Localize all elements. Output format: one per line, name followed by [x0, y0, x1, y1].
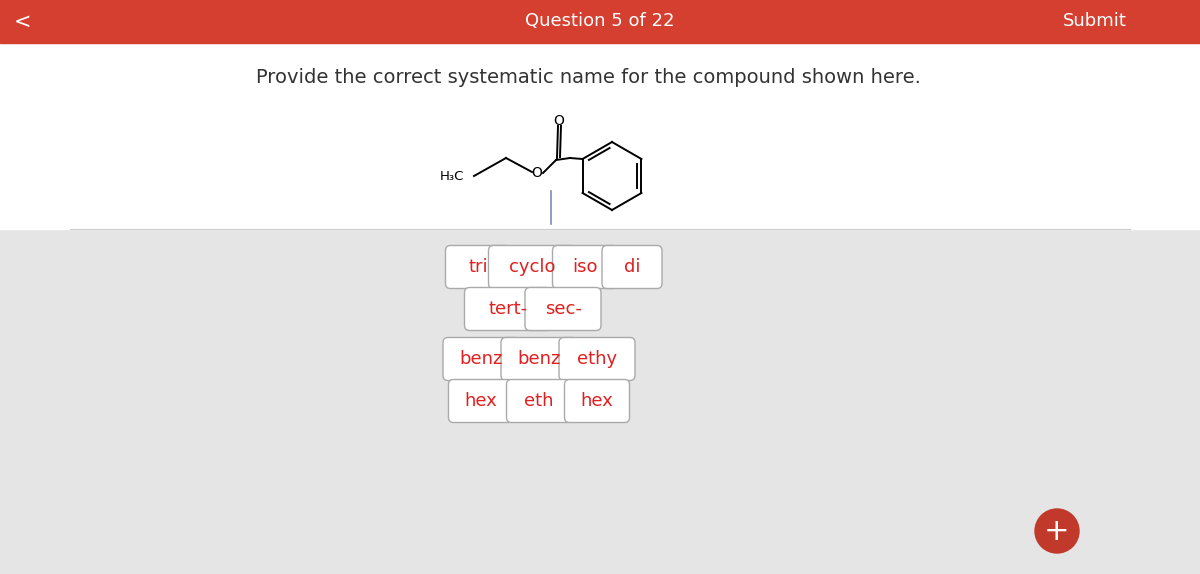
- FancyBboxPatch shape: [449, 379, 514, 422]
- Text: tri: tri: [468, 258, 488, 276]
- FancyBboxPatch shape: [602, 246, 662, 289]
- Text: benz: benz: [460, 350, 503, 368]
- FancyBboxPatch shape: [445, 246, 510, 289]
- Text: hex: hex: [581, 392, 613, 410]
- FancyBboxPatch shape: [552, 246, 618, 289]
- Text: cyclo: cyclo: [509, 258, 556, 276]
- Text: O: O: [553, 114, 564, 128]
- FancyBboxPatch shape: [443, 338, 520, 381]
- FancyBboxPatch shape: [502, 338, 577, 381]
- FancyBboxPatch shape: [564, 379, 630, 422]
- FancyBboxPatch shape: [559, 338, 635, 381]
- Bar: [0, 0, 1200, 43]
- Text: Submit: Submit: [1063, 13, 1127, 30]
- Text: Question 5 of 22: Question 5 of 22: [526, 13, 674, 30]
- FancyBboxPatch shape: [506, 379, 571, 422]
- Text: iso: iso: [572, 258, 598, 276]
- Text: hex: hex: [464, 392, 497, 410]
- FancyBboxPatch shape: [526, 288, 601, 331]
- Text: <: <: [13, 11, 31, 32]
- Text: benz: benz: [517, 350, 560, 368]
- Text: sec-: sec-: [545, 300, 582, 318]
- Text: di: di: [624, 258, 641, 276]
- FancyBboxPatch shape: [488, 246, 576, 289]
- Circle shape: [1034, 509, 1079, 553]
- Text: +: +: [1044, 517, 1070, 545]
- Text: Provide the correct systematic name for the compound shown here.: Provide the correct systematic name for …: [256, 68, 920, 87]
- Text: ethy: ethy: [577, 350, 617, 368]
- Bar: [0, 229, 1200, 574]
- Text: O: O: [532, 166, 542, 180]
- Text: H₃C: H₃C: [439, 169, 464, 183]
- FancyBboxPatch shape: [464, 288, 552, 331]
- Text: eth: eth: [524, 392, 553, 410]
- Text: tert-: tert-: [488, 300, 528, 318]
- Bar: [0, 43, 1200, 229]
